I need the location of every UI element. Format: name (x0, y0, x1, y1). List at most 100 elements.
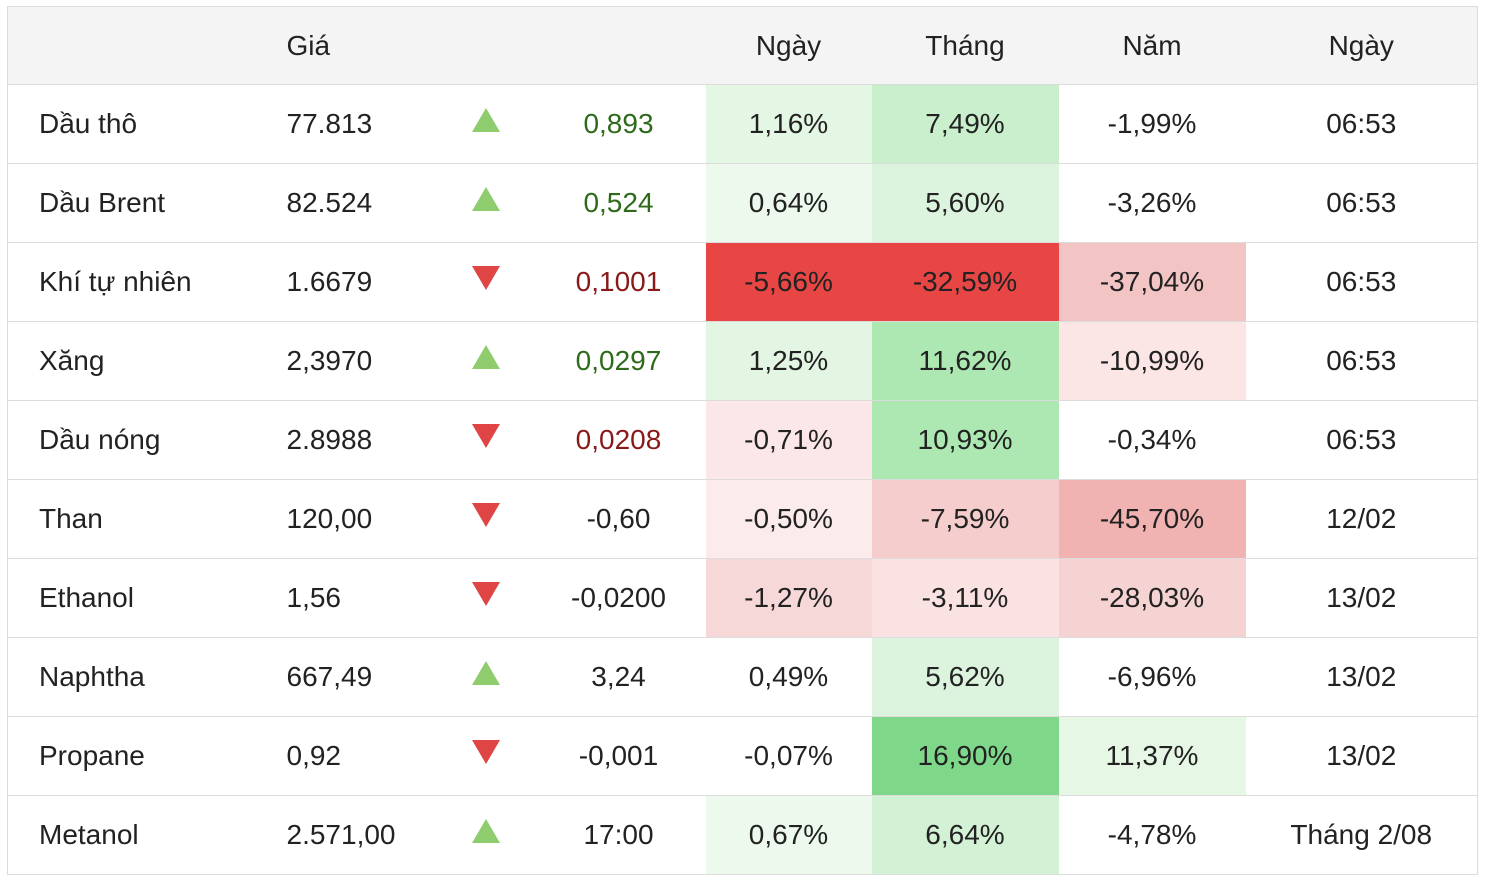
day-change-cell: -0,50% (705, 479, 872, 559)
change-cell: 17:00 (531, 795, 706, 875)
direction-cell (461, 321, 532, 401)
month-change-cell: 7,49% (871, 84, 1059, 164)
time-cell: 13/02 (1245, 558, 1478, 638)
table-body: Dầu thô 77.813 0,893 1,16% 7,49% -1,99% 06:53 D… (7, 84, 1478, 875)
time-cell: 06:53 (1245, 321, 1478, 401)
triangle-down-icon (471, 265, 500, 290)
header-year[interactable]: Năm (1058, 6, 1246, 85)
direction-cell (461, 558, 532, 638)
triangle-down-icon (471, 739, 500, 764)
year-change-cell: -10,99% (1058, 321, 1246, 401)
header-price[interactable]: Giá (256, 6, 462, 85)
change-cell: -0,001 (531, 716, 706, 796)
direction-cell (461, 400, 532, 480)
month-change-cell: -7,59% (871, 479, 1059, 559)
commodities-table: Giá Ngày Tháng Năm Ngày Dầu thô 77.813 0,8… (7, 6, 1478, 875)
month-change-cell: 5,62% (871, 637, 1059, 717)
table-row[interactable]: Dầu thô 77.813 0,893 1,16% 7,49% -1,99% 06:53 (7, 84, 1478, 164)
price-cell: 77.813 (256, 84, 462, 164)
month-change-cell: -32,59% (871, 242, 1059, 322)
commodity-name[interactable]: Than (7, 479, 257, 559)
time-cell: 06:53 (1245, 400, 1478, 480)
time-cell: 06:53 (1245, 242, 1478, 322)
day-change-cell: -1,27% (705, 558, 872, 638)
year-change-cell: -3,26% (1058, 163, 1246, 243)
year-change-cell: -45,70% (1058, 479, 1246, 559)
commodity-name[interactable]: Metanol (7, 795, 257, 875)
commodity-name[interactable]: Propane (7, 716, 257, 796)
price-cell: 82.524 (256, 163, 462, 243)
year-change-cell: 11,37% (1058, 716, 1246, 796)
time-cell: 13/02 (1245, 716, 1478, 796)
table-row[interactable]: Than 120,00 -0,60 -0,50% -7,59% -45,70% 12/02 (7, 479, 1478, 559)
triangle-up-icon (471, 107, 500, 132)
commodity-name[interactable]: Dầu thô (7, 84, 257, 164)
year-change-cell: -4,78% (1058, 795, 1246, 875)
direction-cell (461, 795, 532, 875)
price-cell: 2,3970 (256, 321, 462, 401)
table-header: Giá Ngày Tháng Năm Ngày (7, 6, 1478, 85)
day-change-cell: 0,49% (705, 637, 872, 717)
day-change-cell: -0,71% (705, 400, 872, 480)
change-cell: 0,1001 (531, 242, 706, 322)
day-change-cell: -0,07% (705, 716, 872, 796)
header-day[interactable]: Ngày (705, 6, 872, 85)
triangle-up-icon (471, 344, 500, 369)
time-cell: Tháng 2/08 (1245, 795, 1478, 875)
table-row[interactable]: Metanol 2.571,00 17:00 0,67% 6,64% -4,78% Thán… (7, 795, 1478, 875)
year-change-cell: -0,34% (1058, 400, 1246, 480)
commodity-name[interactable]: Dầu Brent (7, 163, 257, 243)
commodities-table-wrapper: Giá Ngày Tháng Năm Ngày Dầu thô 77.813 0,8… (7, 6, 1478, 875)
direction-cell (461, 479, 532, 559)
header-change (531, 6, 706, 85)
commodity-name[interactable]: Khí tự nhiên (7, 242, 257, 322)
table-row[interactable]: Dầu nóng 2.8988 0,0208 -0,71% 10,93% -0,34% 06… (7, 400, 1478, 480)
commodity-name[interactable]: Dầu nóng (7, 400, 257, 480)
commodity-name[interactable]: Ethanol (7, 558, 257, 638)
triangle-down-icon (471, 423, 500, 448)
day-change-cell: -5,66% (705, 242, 872, 322)
price-cell: 120,00 (256, 479, 462, 559)
triangle-up-icon (471, 186, 500, 211)
table-row[interactable]: Dầu Brent 82.524 0,524 0,64% 5,60% -3,26% 06:5… (7, 163, 1478, 243)
direction-cell (461, 84, 532, 164)
table-row[interactable]: Naphtha 667,49 3,24 0,49% 5,62% -6,96% 13/02 (7, 637, 1478, 717)
month-change-cell: 6,64% (871, 795, 1059, 875)
header-month[interactable]: Tháng (871, 6, 1059, 85)
triangle-down-icon (471, 581, 500, 606)
triangle-up-icon (471, 818, 500, 843)
month-change-cell: 10,93% (871, 400, 1059, 480)
triangle-down-icon (471, 502, 500, 527)
commodity-name[interactable]: Naphtha (7, 637, 257, 717)
year-change-cell: -1,99% (1058, 84, 1246, 164)
header-row: Giá Ngày Tháng Năm Ngày (7, 6, 1478, 85)
time-cell: 06:53 (1245, 84, 1478, 164)
direction-cell (461, 163, 532, 243)
price-cell: 667,49 (256, 637, 462, 717)
commodity-name[interactable]: Xăng (7, 321, 257, 401)
time-cell: 06:53 (1245, 163, 1478, 243)
day-change-cell: 1,25% (705, 321, 872, 401)
change-cell: 0,524 (531, 163, 706, 243)
price-cell: 1.6679 (256, 242, 462, 322)
change-cell: 3,24 (531, 637, 706, 717)
year-change-cell: -37,04% (1058, 242, 1246, 322)
triangle-up-icon (471, 660, 500, 685)
time-cell: 13/02 (1245, 637, 1478, 717)
direction-cell (461, 242, 532, 322)
price-cell: 0,92 (256, 716, 462, 796)
change-cell: -0,60 (531, 479, 706, 559)
month-change-cell: 5,60% (871, 163, 1059, 243)
year-change-cell: -28,03% (1058, 558, 1246, 638)
month-change-cell: 11,62% (871, 321, 1059, 401)
price-cell: 1,56 (256, 558, 462, 638)
table-row[interactable]: Khí tự nhiên 1.6679 0,1001 -5,66% -32,59% -37… (7, 242, 1478, 322)
table-row[interactable]: Ethanol 1,56 -0,0200 -1,27% -3,11% -28,03% 13/… (7, 558, 1478, 638)
header-name (7, 6, 257, 85)
direction-cell (461, 716, 532, 796)
header-date[interactable]: Ngày (1245, 6, 1478, 85)
table-row[interactable]: Propane 0,92 -0,001 -0,07% 16,90% 11,37% 13/02 (7, 716, 1478, 796)
table-row[interactable]: Xăng 2,3970 0,0297 1,25% 11,62% -10,99% 06:53 (7, 321, 1478, 401)
day-change-cell: 0,64% (705, 163, 872, 243)
price-cell: 2.571,00 (256, 795, 462, 875)
